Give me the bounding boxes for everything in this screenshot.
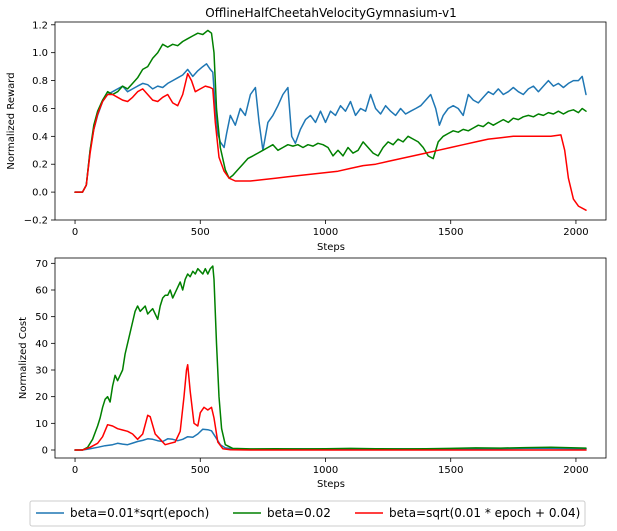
reward-chart-title: OfflineHalfCheetahVelocityGymnasium-v1 [205,6,456,20]
cost-subplot: 0 500 1000 1500 2000 0 10 20 30 40 50 60 70 Steps N… [18,257,607,490]
reward-x-tick-label: 1000 [313,227,338,238]
cost-series-line-1 [74,428,587,451]
reward-y-tick-label: 0.8 [32,76,48,87]
cost-y-tick-label: 40 [35,339,48,350]
reward-y-tick-label: 0.0 [32,188,48,199]
reward-y-tick-label: 1.2 [32,20,48,31]
reward-y-axis-label: Normalized Reward [6,72,17,169]
reward-x-tick-label: 1500 [438,227,463,238]
cost-lines [74,265,587,451]
reward-axes-frame [54,21,607,221]
cost-y-tick-label: 50 [35,312,48,323]
cost-y-tick-label: 20 [35,392,48,403]
reward-series-line-3 [74,72,587,211]
cost-y-tick-label: 30 [35,366,48,377]
cost-y-axis-label: Normalized Cost [18,317,29,399]
reward-y-ticks: −0.2 0.0 0.2 0.4 0.6 0.8 1.0 1.2 [24,20,55,227]
cost-y-tick-label: 60 [35,286,48,297]
cost-y-tick-label: 70 [35,259,48,270]
legend-box [29,500,586,527]
reward-x-tick-label: 0 [72,227,78,238]
cost-x-tick-label: 500 [191,465,210,476]
reward-series-line-1 [74,63,587,193]
cost-axes-frame [54,257,607,459]
legend-label-series-1: beta=0.01*sqrt(epoch) [70,506,209,520]
legend: beta=0.01*sqrt(epoch) beta=0.02 beta=sqr… [29,500,586,527]
reward-y-tick-label: 0.6 [32,104,48,115]
cost-x-tick-label: 1500 [438,465,463,476]
reward-x-tick-label: 2000 [563,227,588,238]
reward-x-tick-label: 500 [191,227,210,238]
reward-y-tick-label: −0.2 [24,216,48,227]
cost-x-axis-label: Steps [317,479,345,490]
reward-series-line-2 [74,29,587,193]
cost-x-tick-label: 0 [72,465,78,476]
legend-label-series-3: beta=sqrt(0.01 * epoch + 0.04) [389,506,580,520]
reward-subplot: OfflineHalfCheetahVelocityGymnasium-v1 0… [6,6,607,253]
cost-series-line-2 [74,265,587,451]
cost-y-tick-label: 0 [42,446,48,457]
cost-y-tick-label: 10 [35,419,48,430]
reward-x-ticks: 0 500 1000 1500 2000 [72,220,589,238]
reward-y-tick-label: 1.0 [32,48,48,59]
cost-y-ticks: 0 10 20 30 40 50 60 70 [35,259,55,457]
reward-x-axis-label: Steps [317,242,345,253]
cost-series-line-3 [74,363,587,451]
reward-lines [74,29,587,211]
reward-y-tick-label: 0.2 [32,160,48,171]
cost-x-ticks: 0 500 1000 1500 2000 [72,458,589,476]
legend-label-series-2: beta=0.02 [267,506,331,520]
cost-x-tick-label: 1000 [313,465,338,476]
cost-x-tick-label: 2000 [563,465,588,476]
reward-y-tick-label: 0.4 [32,132,48,143]
